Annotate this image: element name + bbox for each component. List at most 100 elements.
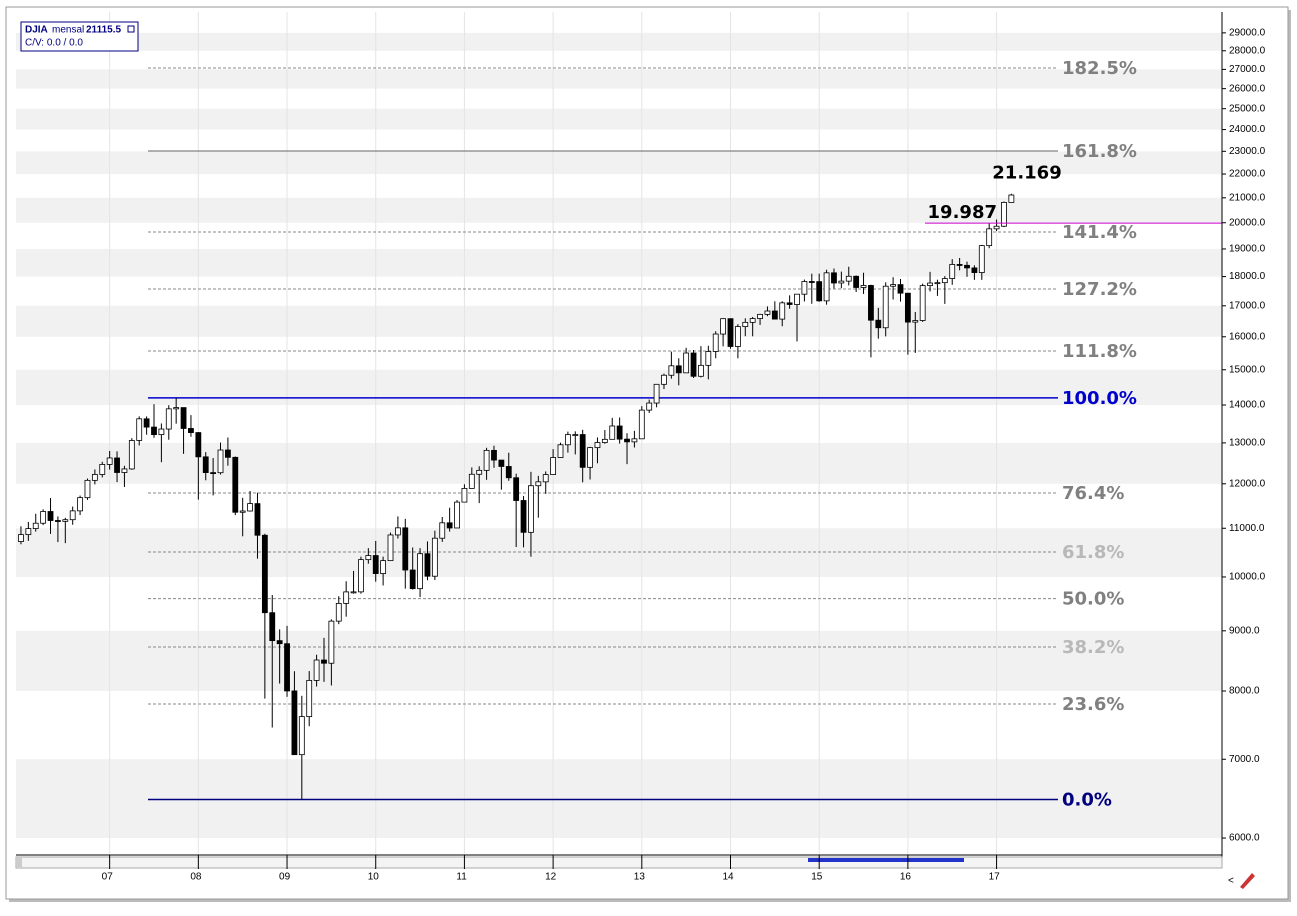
candle-body xyxy=(1001,202,1007,227)
candle-body xyxy=(875,319,882,329)
y-tick-label: 15000.0 xyxy=(1229,364,1266,375)
y-tick-label: 16000.0 xyxy=(1229,331,1266,342)
candle-body xyxy=(365,555,372,561)
scroll-strip[interactable] xyxy=(15,856,1223,869)
fib-label: 76.4% xyxy=(1062,483,1124,504)
y-tick-label: 8000.0 xyxy=(1229,686,1260,697)
candle-body xyxy=(461,488,468,503)
fib-label: 0.0% xyxy=(1062,789,1112,810)
candle-body xyxy=(868,285,874,321)
grid-band xyxy=(16,151,1222,175)
candle-body xyxy=(749,318,756,323)
candle-body xyxy=(210,472,217,474)
candle-body xyxy=(912,320,919,323)
y-tick-label: 21000.0 xyxy=(1229,192,1266,203)
scroll-handle[interactable] xyxy=(16,858,22,867)
candle-body xyxy=(350,591,357,594)
candle-body xyxy=(801,281,808,295)
scroll-thumb[interactable] xyxy=(808,858,964,862)
candle-body xyxy=(47,511,54,521)
y-tick-label: 7000.0 xyxy=(1229,754,1260,765)
grid-band xyxy=(16,442,1222,484)
grid-band xyxy=(16,759,1222,839)
candle-body xyxy=(18,534,24,542)
y-tick-label: 19000.0 xyxy=(1229,244,1266,255)
candle-body xyxy=(941,278,948,284)
x-tick-label: 15 xyxy=(811,872,823,883)
candle-body xyxy=(343,591,350,604)
tool-icon[interactable] xyxy=(1240,873,1255,889)
candle-body xyxy=(579,434,586,468)
candle-body xyxy=(757,313,763,319)
candle-body xyxy=(764,310,771,315)
candle-body xyxy=(690,352,697,377)
candle-body xyxy=(993,225,1000,230)
candle-body xyxy=(520,500,527,533)
candle-body xyxy=(653,383,660,404)
candle-body xyxy=(601,438,608,443)
x-tick-label: 07 xyxy=(102,872,114,883)
candle-body xyxy=(528,485,534,533)
fib-label: 50.0% xyxy=(1062,589,1124,610)
y-tick-label: 10000.0 xyxy=(1229,572,1266,583)
candle-body xyxy=(831,272,837,284)
candle-body xyxy=(77,497,83,512)
candle-body xyxy=(550,457,557,475)
candle-body xyxy=(151,426,157,436)
y-tick-label: 25000.0 xyxy=(1229,103,1266,114)
candle-body xyxy=(779,302,786,320)
candle-body xyxy=(675,365,682,374)
candle-body xyxy=(25,528,32,536)
candle-body xyxy=(306,679,313,718)
candle-body xyxy=(845,275,852,282)
candle-body xyxy=(587,447,593,468)
y-tick-label: 26000.0 xyxy=(1229,83,1266,94)
candle-body xyxy=(720,318,727,335)
candle-body xyxy=(476,469,483,475)
y-tick-label: 23000.0 xyxy=(1229,146,1266,157)
legend-box xyxy=(20,21,139,52)
candle-body xyxy=(734,326,741,347)
y-tick-label: 22000.0 xyxy=(1229,169,1266,180)
legend-toggle[interactable] xyxy=(127,25,135,33)
candle-body xyxy=(794,293,800,305)
candle-body xyxy=(217,449,224,474)
legend-symbol: DJIA xyxy=(25,25,48,36)
scroll-left-button[interactable]: < xyxy=(1228,876,1234,887)
candle-body xyxy=(114,457,120,473)
candle-body xyxy=(904,292,911,323)
candle-body xyxy=(705,351,712,366)
candle-body xyxy=(284,643,290,692)
candle-body xyxy=(483,449,490,471)
x-tick-label: 17 xyxy=(989,872,1001,883)
fib-label: 182.5% xyxy=(1062,58,1137,79)
x-tick-label: 14 xyxy=(722,872,734,883)
x-tick-label: 13 xyxy=(634,872,646,883)
candle-body xyxy=(986,228,993,247)
candle-body xyxy=(173,407,180,410)
candle-body xyxy=(431,537,438,577)
candle-body xyxy=(387,534,394,562)
candle-body xyxy=(542,474,549,483)
y-tick-label: 24000.0 xyxy=(1229,124,1266,135)
y-tick-label: 9000.0 xyxy=(1229,625,1260,636)
y-tick-label: 6000.0 xyxy=(1229,833,1260,844)
candle-body xyxy=(313,659,320,681)
x-tick-label: 12 xyxy=(545,872,557,883)
fib-label: 161.8% xyxy=(1062,141,1137,162)
y-tick-label: 14000.0 xyxy=(1229,400,1266,411)
grid-band xyxy=(16,197,1222,223)
candle-body xyxy=(823,272,830,302)
candle-body xyxy=(195,432,202,458)
candle-body xyxy=(668,365,675,376)
candle-body xyxy=(498,459,505,467)
candle-body xyxy=(890,284,896,287)
candle-body xyxy=(978,245,985,273)
candle-body xyxy=(594,442,601,449)
x-tick-label: 10 xyxy=(368,872,380,883)
candle-body xyxy=(557,444,564,458)
annotation-label: 19.987 xyxy=(928,202,997,223)
candle-body xyxy=(949,264,956,279)
candle-body xyxy=(712,333,719,352)
